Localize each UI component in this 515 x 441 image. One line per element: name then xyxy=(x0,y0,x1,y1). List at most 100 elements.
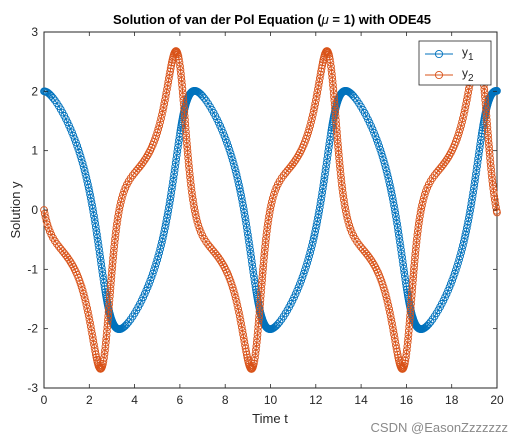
series-2-marker xyxy=(107,273,116,281)
series-1-marker xyxy=(49,94,57,102)
series-2-marker xyxy=(99,357,108,365)
series-2-marker xyxy=(481,100,490,108)
series-2-marker xyxy=(488,181,497,189)
series-1-marker xyxy=(174,140,183,148)
series-2-marker xyxy=(413,227,422,235)
series-2-marker xyxy=(388,323,397,332)
series-2-marker xyxy=(484,131,492,140)
series-2-marker xyxy=(410,261,419,270)
series-2-marker xyxy=(180,108,189,116)
series-2-marker xyxy=(193,217,202,226)
series-1-marker xyxy=(382,167,391,175)
series-2-marker xyxy=(258,276,266,285)
series-2-marker xyxy=(309,107,318,115)
series-1-marker xyxy=(275,318,284,326)
series-1-marker xyxy=(399,261,408,269)
series-2-marker xyxy=(405,319,414,327)
series-2-marker xyxy=(486,154,494,162)
series-2-marker xyxy=(179,100,188,109)
series-1-marker xyxy=(97,260,106,269)
series-2-marker xyxy=(167,61,176,70)
series-2-marker xyxy=(461,103,470,112)
series-1-marker xyxy=(44,89,53,98)
series-2-marker xyxy=(381,290,390,299)
series-2-marker xyxy=(106,280,115,289)
series-2-marker xyxy=(259,257,268,266)
series-2-marker xyxy=(308,114,316,123)
series-2-marker xyxy=(355,240,363,249)
series-2-marker xyxy=(333,139,342,148)
series-1-marker xyxy=(470,181,479,189)
series-2-marker xyxy=(163,85,171,94)
series-1-marker xyxy=(172,151,181,160)
series-2-marker xyxy=(112,227,120,236)
series-1-marker xyxy=(471,173,480,182)
series-1-marker xyxy=(164,207,173,215)
series-1-marker xyxy=(383,170,392,179)
series-2-marker xyxy=(116,201,124,210)
series-2-marker xyxy=(331,112,340,120)
series-2-marker xyxy=(182,127,190,136)
series-2-marker xyxy=(187,184,196,193)
series-2-marker xyxy=(334,150,343,159)
series-2-marker xyxy=(486,161,495,170)
series-1-marker xyxy=(271,323,279,331)
series-2-marker xyxy=(176,62,184,71)
watermark: CSDN @EasonZzzzzzz xyxy=(371,420,508,435)
series-1-marker xyxy=(454,259,462,268)
series-2-marker xyxy=(109,246,118,255)
legend-entry-2: y2 xyxy=(425,66,474,84)
series-1-marker xyxy=(142,286,151,295)
series-1-marker xyxy=(247,253,256,262)
series-2-marker xyxy=(158,110,166,119)
series-2-marker xyxy=(104,312,113,320)
series-1-marker xyxy=(241,212,249,221)
series-1-marker xyxy=(120,323,128,331)
x-tick-label: 18 xyxy=(445,393,459,407)
series-1-marker xyxy=(246,245,254,254)
series-1-marker xyxy=(399,264,408,273)
series-2-marker xyxy=(163,81,172,90)
series-2-marker xyxy=(482,111,491,120)
series-2-marker xyxy=(87,326,96,335)
series-1-marker xyxy=(152,259,161,268)
series-2-marker xyxy=(86,318,94,327)
series-2-marker xyxy=(336,162,344,170)
series-2-marker xyxy=(482,104,490,112)
series-2-marker xyxy=(160,100,169,108)
series-1-marker xyxy=(296,280,304,288)
series-1-marker xyxy=(221,135,230,144)
series-2-marker xyxy=(337,177,346,186)
series-1-marker xyxy=(317,196,325,204)
series-2-marker xyxy=(250,356,259,365)
series-1-marker xyxy=(244,234,253,243)
series-1-marker xyxy=(198,92,207,100)
chart-title: Solution of van der Pol Equation (μ = 1)… xyxy=(113,12,431,27)
series-2-marker xyxy=(42,217,51,225)
series-1-marker xyxy=(463,220,472,229)
series-2-marker xyxy=(82,300,91,309)
series-1-marker xyxy=(450,269,459,278)
series-2-marker xyxy=(253,334,261,343)
series-1-marker xyxy=(315,206,324,215)
series-1-marker xyxy=(147,273,156,282)
series-2-marker xyxy=(108,262,117,270)
series-2-marker xyxy=(418,197,427,206)
series-2-marker xyxy=(269,190,278,199)
series-2-marker xyxy=(158,107,167,115)
series-1-marker xyxy=(231,167,240,175)
y-tick-label: -2 xyxy=(27,322,38,336)
series-1-marker xyxy=(324,147,333,156)
series-2-marker xyxy=(235,308,243,317)
series-1-marker xyxy=(72,138,80,147)
series-2-marker xyxy=(403,338,412,347)
series-2-marker xyxy=(264,216,273,224)
series-2-marker xyxy=(329,89,338,97)
series-2-marker xyxy=(105,304,113,313)
series-2-marker xyxy=(106,284,115,293)
series-2-marker xyxy=(184,154,193,163)
series-2-marker xyxy=(108,265,116,274)
series-1-marker xyxy=(153,255,162,264)
series-2-marker xyxy=(389,327,398,335)
series-2-marker xyxy=(326,58,335,67)
